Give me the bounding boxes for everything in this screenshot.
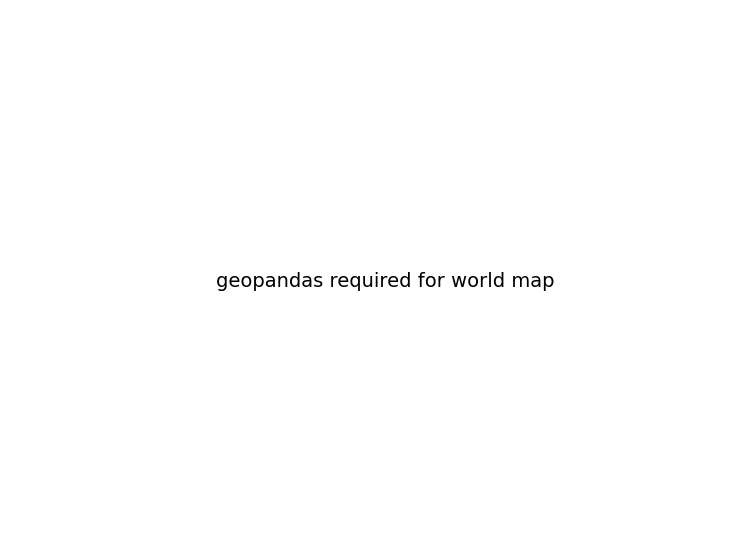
Text: geopandas required for world map: geopandas required for world map [216, 272, 554, 291]
